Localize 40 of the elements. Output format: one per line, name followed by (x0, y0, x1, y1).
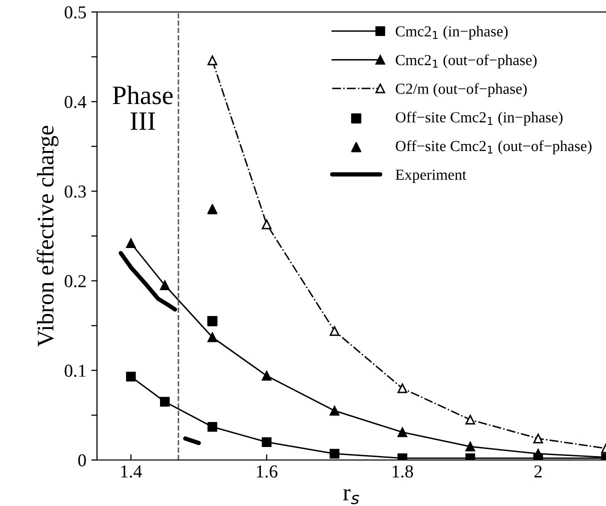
y-axis-title: Vibron effective charge (36, 126, 58, 347)
y-tick-label: 0.4 (64, 96, 86, 108)
x-tick-label: 1.4 (121, 465, 142, 478)
x-axis-title: r$_{s}$ (343, 489, 360, 504)
point (533, 448, 543, 459)
point (207, 316, 218, 326)
y-tick-label: 0.1 (64, 364, 86, 377)
point (126, 372, 136, 382)
x-tick-label: 1.8 (392, 465, 413, 478)
point (208, 56, 218, 66)
point (465, 414, 476, 425)
point (465, 442, 476, 452)
y-tick-label: 0 (78, 454, 86, 466)
legend-label: Cmc2$_{1}$ (in−phase) (396, 26, 508, 40)
point (330, 448, 340, 459)
point (207, 204, 218, 214)
point (208, 332, 218, 342)
point (160, 280, 170, 290)
point (208, 422, 218, 432)
point (262, 437, 272, 447)
x-tick-label: 2 (534, 465, 542, 478)
x-tick-label: 1.6 (256, 465, 278, 478)
point (398, 427, 408, 438)
legend-label: Cmc2$_{1}$ (out−of−phase) (396, 54, 537, 68)
y-tick-label: 0.3 (64, 185, 86, 198)
legend-label: Off−site Cmc2$_{1}$ (out−of−phase) (396, 140, 592, 154)
y-tick-label: 0.5 (64, 6, 86, 19)
point (262, 370, 272, 381)
legend-label: Experiment (396, 170, 466, 183)
legend-label: Off−site Cmc2$_{1}$ (in−phase) (396, 112, 562, 126)
point (262, 219, 272, 230)
legend-label: C2/m (out−of−phase) (396, 83, 527, 98)
point (160, 396, 170, 407)
y-tick-label: 0.2 (64, 275, 86, 288)
point (398, 383, 408, 394)
point (330, 326, 340, 336)
point (533, 434, 543, 444)
annotation: Phase III (112, 86, 173, 130)
point (330, 406, 340, 416)
point (126, 238, 136, 248)
